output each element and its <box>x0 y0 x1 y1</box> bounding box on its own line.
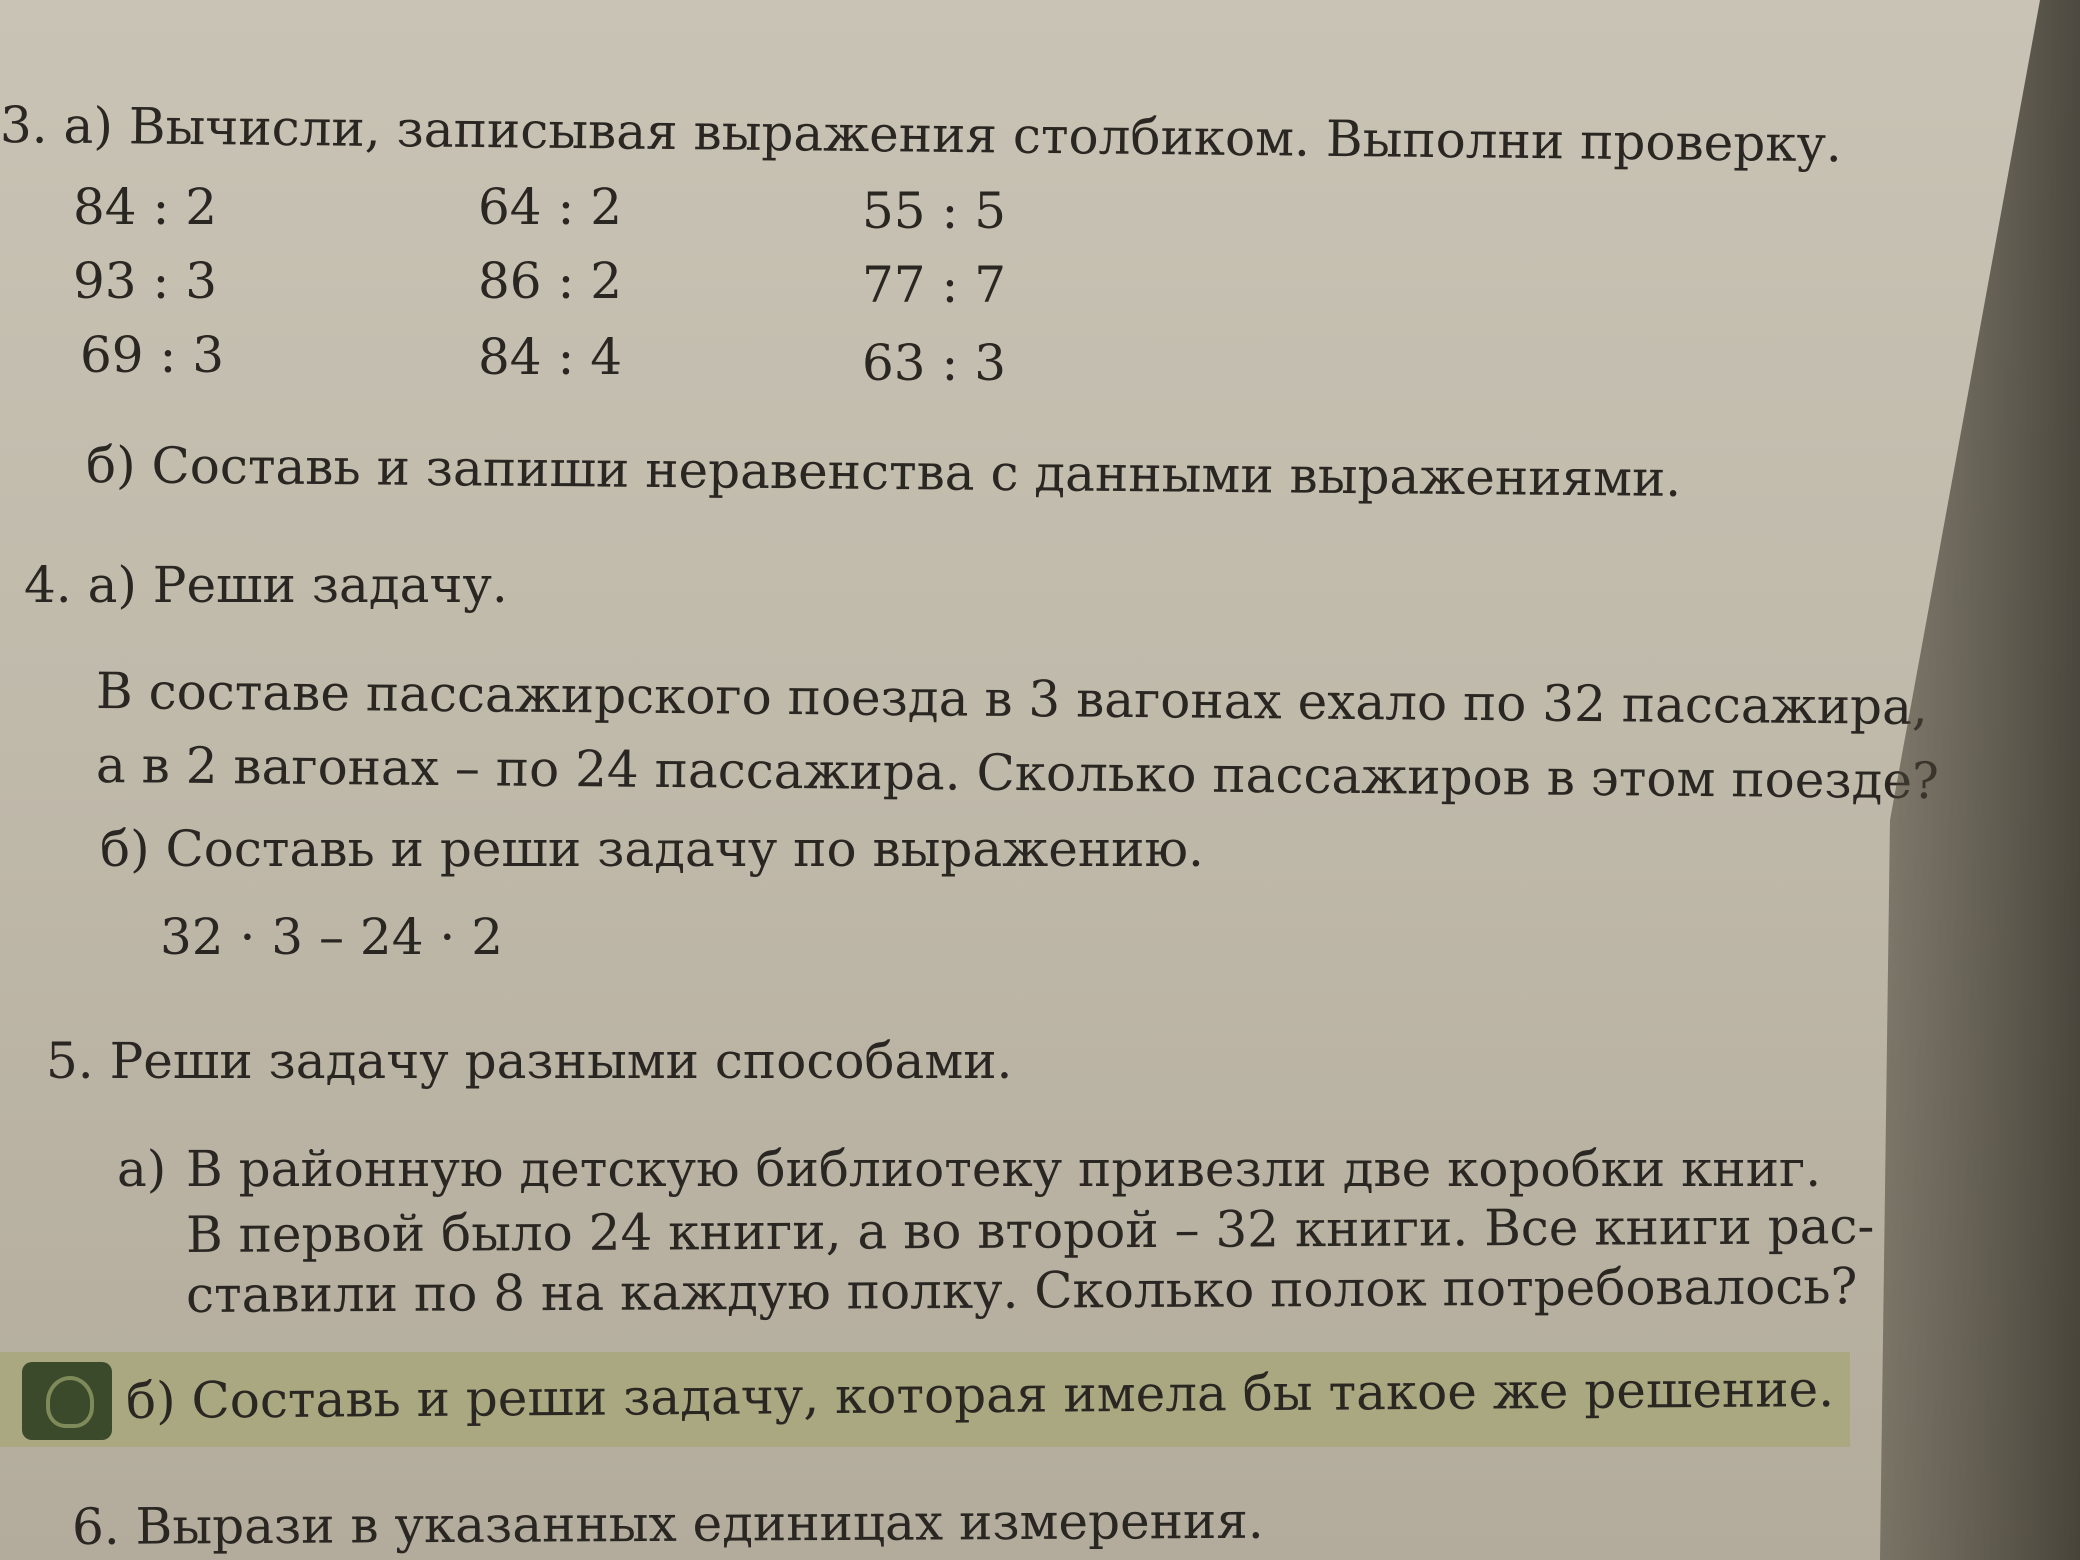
expr: 93 : 3 <box>73 252 218 310</box>
expr: 63 : 3 <box>862 334 1007 392</box>
task4-problem-line: В составе пассажирского поезда в 3 вагон… <box>95 662 1929 736</box>
expr: 84 : 2 <box>73 178 218 236</box>
lightbulb-icon <box>22 1362 112 1440</box>
task5-a-line: ставили по 8 на каждую полку. Сколько по… <box>185 1257 1858 1324</box>
expr: 86 : 2 <box>478 252 623 310</box>
task4-a: 4. а) Реши задачу. <box>24 556 508 614</box>
task3-a: 3. а) Вычисли, записывая выражения столб… <box>0 96 1843 174</box>
task5-b: б) Составь и реши задачу, которая имела … <box>125 1360 1835 1430</box>
task5-a-line: В первой было 24 книги, а во второй – 32… <box>185 1197 1875 1264</box>
task3-b: б) Составь и запиши неравенства с данным… <box>85 436 1682 508</box>
expr: 55 : 5 <box>862 182 1007 240</box>
task4-b: б) Составь и реши задачу по выражению. <box>100 820 1204 878</box>
expr: 77 : 7 <box>862 256 1007 314</box>
task5-title: 5. Реши задачу разными способами. <box>46 1032 1013 1090</box>
task6-title: 6. Вырази в указанных единицах измерения… <box>71 1491 1264 1556</box>
task5-a-label: а) <box>117 1140 167 1198</box>
expr: 84 : 4 <box>478 328 623 386</box>
expr: 64 : 2 <box>478 178 623 236</box>
task5-a-line: В районную детскую библиотеку привезли д… <box>186 1140 1822 1198</box>
task4-expression: 32 · 3 – 24 · 2 <box>160 908 504 966</box>
expr: 69 : 3 <box>80 326 225 384</box>
highlight-band <box>0 1352 1850 1447</box>
task4-problem-line: а в 2 вагонах – по 24 пассажира. Сколько… <box>95 736 1940 811</box>
